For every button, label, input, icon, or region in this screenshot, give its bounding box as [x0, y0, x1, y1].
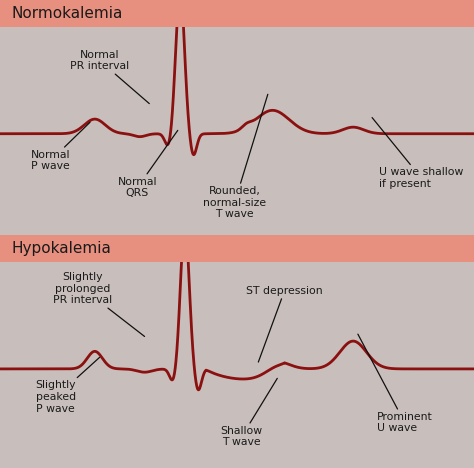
Text: ST depression: ST depression: [246, 286, 323, 362]
Text: Normal
P wave: Normal P wave: [31, 122, 90, 171]
Text: Rounded,
normal-size
T wave: Rounded, normal-size T wave: [203, 94, 268, 219]
Bar: [0, 235, 474, 262]
Text: U wave shallow
if present: U wave shallow if present: [372, 117, 464, 189]
Text: Normal
QRS: Normal QRS: [118, 131, 178, 198]
Text: Slightly
prolonged
PR interval: Slightly prolonged PR interval: [54, 272, 145, 336]
Text: Normal
PR interval: Normal PR interval: [70, 50, 149, 103]
Text: Shallow
T wave: Shallow T wave: [221, 378, 277, 447]
Text: Normokalemia: Normokalemia: [12, 6, 123, 21]
Text: Slightly
peaked
P wave: Slightly peaked P wave: [36, 358, 100, 414]
Text: Hypokalemia: Hypokalemia: [12, 241, 112, 256]
Text: Prominent
U wave: Prominent U wave: [358, 334, 433, 433]
Bar: [0, 0, 474, 27]
